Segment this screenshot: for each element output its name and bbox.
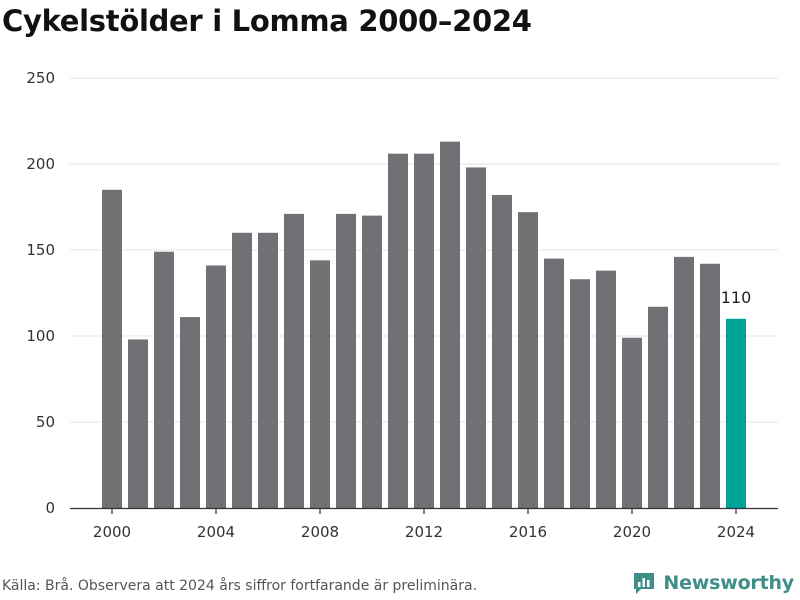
x-axis-ticks: 2000 2004 2008 2012 2016 2020 2024 xyxy=(93,508,755,541)
bar-2024 xyxy=(726,318,746,508)
y-tick-label-0: 0 xyxy=(45,499,55,517)
bars xyxy=(102,141,746,509)
y-tick-label-150: 150 xyxy=(26,241,55,259)
bar-2005 xyxy=(232,232,252,509)
x-tick-label-2024: 2024 xyxy=(717,523,755,541)
brand: Newsworthy xyxy=(631,570,794,596)
bar-2019 xyxy=(596,270,616,508)
x-tick-label-2016: 2016 xyxy=(509,523,547,541)
bar-2009 xyxy=(336,213,356,508)
bar-2006 xyxy=(258,232,278,509)
source-note: Källa: Brå. Observera att 2024 års siffr… xyxy=(2,578,478,594)
bar-2000 xyxy=(102,189,122,509)
chart-title: Cykelstölder i Lomma 2000–2024 xyxy=(2,4,532,38)
bar-2007 xyxy=(284,213,304,508)
bar-2017 xyxy=(544,258,564,508)
newsworthy-logo-icon xyxy=(634,573,655,594)
brand-name: Newsworthy xyxy=(663,572,794,594)
y-tick-label-100: 100 xyxy=(26,327,55,345)
bar-2015 xyxy=(492,194,512,508)
x-tick-label-2004: 2004 xyxy=(197,523,235,541)
bar-2013 xyxy=(440,141,460,508)
data-labels: 110 xyxy=(721,288,752,307)
bar-2016 xyxy=(518,212,538,508)
bar-2022 xyxy=(674,256,694,508)
y-tick-label-200: 200 xyxy=(26,155,55,173)
x-tick-label-2012: 2012 xyxy=(405,523,443,541)
bar-2021 xyxy=(648,306,668,508)
data-label-2024: 110 xyxy=(721,288,752,307)
bar-2001 xyxy=(128,339,148,508)
y-axis-tick-labels: 0 50 100 150 200 250 xyxy=(26,69,55,517)
x-tick-label-2008: 2008 xyxy=(301,523,339,541)
bar-2012 xyxy=(414,153,434,508)
bar-2018 xyxy=(570,279,590,508)
bar-2004 xyxy=(206,265,226,508)
x-tick-label-2020: 2020 xyxy=(613,523,651,541)
bar-2014 xyxy=(466,167,486,508)
x-tick-label-2000: 2000 xyxy=(93,523,131,541)
bar-2010 xyxy=(362,215,382,508)
bar-2002 xyxy=(154,251,174,508)
bar-2008 xyxy=(310,260,330,508)
y-tick-label-50: 50 xyxy=(36,413,55,431)
y-tick-label-250: 250 xyxy=(26,69,55,87)
bar-2020 xyxy=(622,337,642,508)
bar-2003 xyxy=(180,317,200,508)
bar-2011 xyxy=(388,153,408,508)
bar-2023 xyxy=(700,263,720,508)
bar-chart: 0 50 100 150 200 250 2000 2004 2008 2012 2016 2020… xyxy=(26,69,778,541)
